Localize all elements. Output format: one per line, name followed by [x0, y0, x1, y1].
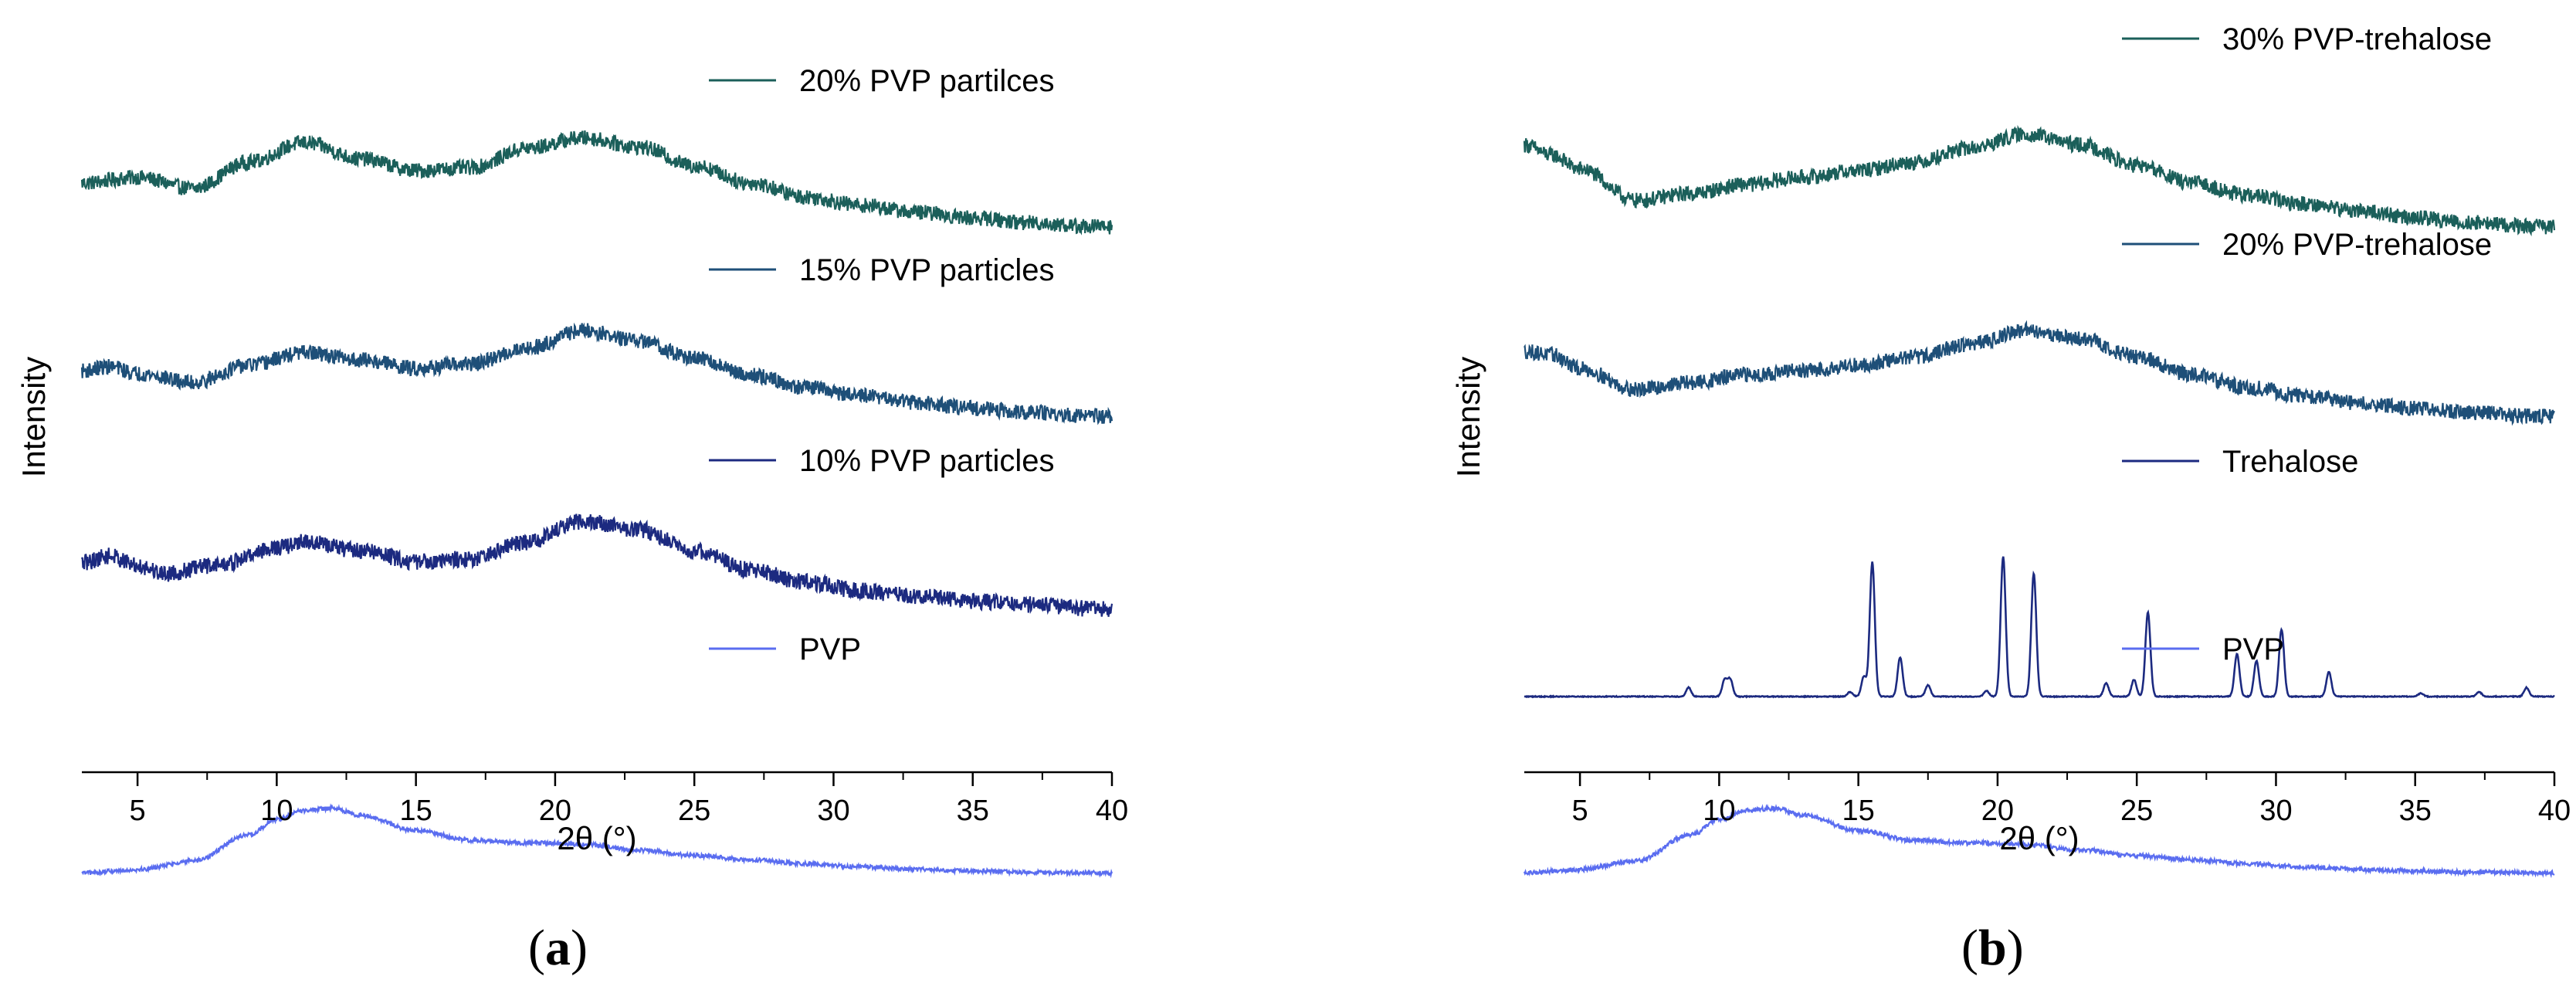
panel-b: 30% PVP-trehalose 20% PVP-trehalose Trehal… — [1288, 0, 2576, 1000]
x-tick-label-40: 40 — [1096, 795, 1128, 827]
series-line-2 — [1524, 320, 2555, 426]
legend-label-2: 15% PVP particles — [799, 253, 1055, 287]
series-line-4 — [1523, 803, 2555, 879]
caption-b-open: ( — [1961, 920, 1978, 976]
chart-b: 30% PVP-trehalose 20% PVP-trehalose Trehal… — [1450, 22, 2571, 879]
caption-b: (b) — [1961, 919, 2024, 978]
legend-label-1: 30% PVP-trehalose — [2222, 22, 2492, 56]
x-axis-title: 2θ (°) — [1999, 820, 2079, 856]
series-line-2 — [80, 322, 1113, 425]
caption-a-open: ( — [528, 920, 545, 976]
caption-a-close: ) — [570, 920, 588, 976]
legend-label-4: PVP — [799, 632, 861, 666]
x-tick-label-30: 30 — [2259, 795, 2292, 827]
y-axis-title: Intensity — [15, 357, 52, 477]
chart-a: 20% PVP partilces 15% PVP particles 10% PV… — [15, 64, 1128, 879]
x-tick-label-5: 5 — [1572, 795, 1588, 827]
x-tick-label-25: 25 — [678, 795, 710, 827]
legend-label-3: 10% PVP particles — [799, 444, 1055, 478]
caption-a: (a) — [528, 919, 588, 978]
series-line-1 — [80, 130, 1113, 236]
x-tick-label-35: 35 — [2399, 795, 2432, 827]
legend-label-3: Trehalose — [2222, 445, 2358, 479]
legend-label-4: PVP — [2222, 632, 2284, 666]
x-tick-label-30: 30 — [817, 795, 849, 827]
series-line-1 — [1523, 124, 2556, 237]
series-line-3 — [1524, 556, 2555, 699]
legend-label-1: 20% PVP partilces — [799, 64, 1055, 98]
x-tick-label-15: 15 — [1842, 795, 1875, 827]
caption-b-close: ) — [2006, 920, 2024, 976]
x-tick-label-5: 5 — [130, 795, 146, 827]
y-axis-title: Intensity — [1450, 357, 1486, 477]
x-tick-label-35: 35 — [957, 795, 989, 827]
caption-a-letter: a — [544, 920, 571, 976]
x-axis-title: 2θ (°) — [557, 820, 636, 856]
caption-b-letter: b — [1978, 920, 2007, 976]
x-tick-label-40: 40 — [2538, 795, 2571, 827]
series-line-4 — [81, 803, 1113, 879]
x-tick-label-20: 20 — [1981, 795, 2014, 827]
x-tick-label-10: 10 — [260, 795, 293, 827]
x-tick-label-20: 20 — [539, 795, 571, 827]
x-tick-label-25: 25 — [2120, 795, 2153, 827]
x-tick-label-15: 15 — [400, 795, 432, 827]
panel-a: 20% PVP partilces 15% PVP particles 10% PV… — [15, 64, 1128, 978]
legend-label-2: 20% PVP-trehalose — [2222, 228, 2492, 262]
series-line-3 — [80, 514, 1113, 617]
x-tick-label-10: 10 — [1703, 795, 1735, 827]
